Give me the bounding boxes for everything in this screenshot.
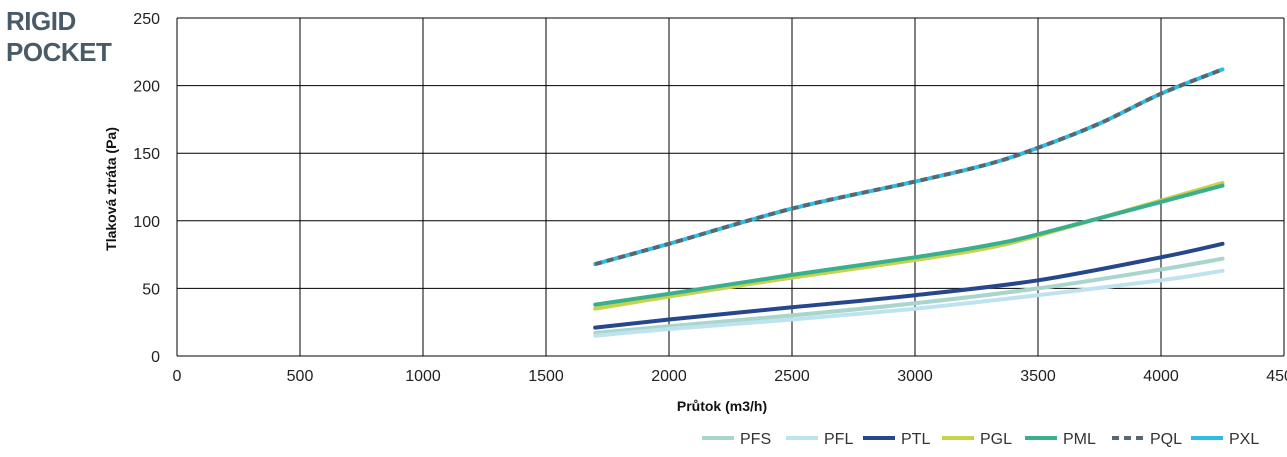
x-axis-label: Průtok (m3/h) xyxy=(677,398,767,414)
x-tick-label-9: 4500 xyxy=(1266,368,1287,385)
x-tick-label-0: 0 xyxy=(173,368,182,385)
legend-label-pxl: PXL xyxy=(1229,431,1259,448)
series-line-pql xyxy=(594,67,1224,267)
legend-label-pfs: PFS xyxy=(740,431,771,448)
chart-series xyxy=(593,67,1225,338)
series-line-pfs xyxy=(593,256,1225,335)
y-tick-label-5: 250 xyxy=(133,11,160,28)
chart-legend: PFS PFL PTL PGL PML PQL PXL xyxy=(702,431,1259,448)
y-tick-label-2: 100 xyxy=(133,214,160,231)
y-tick-label-4: 200 xyxy=(133,79,160,96)
series-line-ptl xyxy=(593,241,1225,330)
chart-title: RIGID POCKET xyxy=(6,6,112,67)
x-tick-label-1: 500 xyxy=(287,368,314,385)
y-axis-label: Tlaková ztráta (Pa) xyxy=(103,127,119,251)
x-axis-ticks: 0 500 1000 1500 2000 2500 3000 3500 4000 4500 xyxy=(173,368,1287,385)
y-tick-label-0: 0 xyxy=(151,349,160,366)
legend-label-ptl: PTL xyxy=(901,431,930,448)
legend-label-pgl: PGL xyxy=(980,431,1012,448)
x-tick-label-2: 1000 xyxy=(405,368,441,385)
series-line-pml xyxy=(593,183,1225,307)
legend-label-pml: PML xyxy=(1063,431,1096,448)
series-line-pfl xyxy=(593,268,1225,338)
legend-label-pql: PQL xyxy=(1150,431,1182,448)
y-axis-ticks: 0 50 100 150 200 250 xyxy=(133,11,160,366)
x-tick-label-7: 3500 xyxy=(1020,368,1056,385)
x-tick-label-6: 3000 xyxy=(897,368,933,385)
y-tick-label-3: 150 xyxy=(133,146,160,163)
x-tick-label-4: 2000 xyxy=(651,368,687,385)
x-tick-label-3: 1500 xyxy=(528,368,564,385)
x-tick-label-5: 2500 xyxy=(774,368,810,385)
series-line-pxl xyxy=(593,67,1225,267)
y-tick-label-1: 50 xyxy=(142,281,160,298)
chart-grid xyxy=(176,17,1285,357)
x-tick-label-8: 4000 xyxy=(1143,368,1179,385)
legend-label-pfl: PFL xyxy=(824,431,853,448)
